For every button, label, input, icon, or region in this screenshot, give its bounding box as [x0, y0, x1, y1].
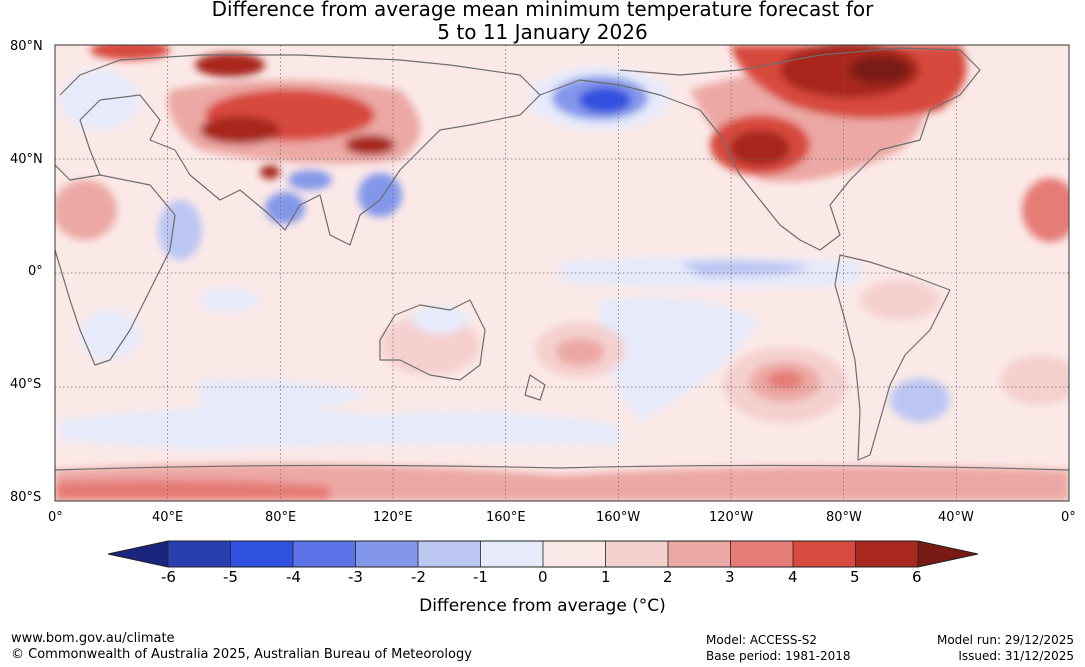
north-america-coast — [539, 47, 981, 251]
antarctica-coast — [55, 464, 1069, 471]
map-frame — [54, 44, 1070, 502]
colorbar-bin — [355, 541, 419, 567]
colorbar-bin — [418, 541, 481, 567]
lat-label-40s: 40°S — [10, 377, 42, 392]
anomaly-pacific-cool — [600, 297, 760, 420]
lon-label-0-right: 0° — [1061, 510, 1076, 525]
lon-label-160e: 160°E — [486, 510, 526, 525]
lat-label-equator: 0° — [28, 264, 43, 279]
lon-label-80e: 80°E — [265, 510, 297, 525]
colorbar-title: Difference from average (°C) — [419, 596, 666, 616]
anomaly-southern-cool — [60, 408, 620, 450]
colorbar-bin — [168, 541, 231, 567]
lon-label-160w: 160°W — [596, 510, 641, 525]
colorbar-bin — [730, 541, 794, 567]
colorbar-tick: -3 — [348, 568, 363, 586]
south-america-coast — [834, 254, 951, 461]
colorbar-tick: 3 — [725, 568, 735, 586]
colorbar-bin — [480, 541, 544, 567]
lat-label-40n: 40°N — [10, 152, 43, 167]
map-title-line2: 5 to 11 January 2026 — [437, 20, 648, 44]
lon-label-120e: 120°E — [373, 510, 413, 525]
footer-model: Model: ACCESS-S2 — [706, 633, 818, 647]
lon-label-120w: 120°W — [709, 510, 754, 525]
colorbar-tick: 4 — [788, 568, 798, 586]
colorbar-tick: -2 — [411, 568, 426, 586]
anomaly-field — [55, 45, 1069, 501]
colorbar-bin — [543, 541, 606, 567]
colorbar-tick: 6 — [912, 568, 922, 586]
colorbar-tick: 2 — [663, 568, 673, 586]
footer-base-period: Base period: 1981-2018 — [706, 649, 851, 663]
colorbar-bin — [855, 541, 919, 567]
anomaly-south-america-cool — [890, 378, 950, 422]
lon-label-40w: 40°W — [938, 510, 974, 525]
footer-issued: Issued: 31/12/2025 — [958, 649, 1074, 663]
lat-label-80s: 80°S — [10, 490, 42, 505]
footer-website: www.bom.gov.au/climate — [11, 631, 175, 646]
colorbar-bin — [293, 541, 356, 567]
footer-model-run: Model run: 29/12/2025 — [936, 633, 1074, 647]
anomaly-asia-cool — [288, 170, 332, 190]
graticule — [55, 45, 1069, 501]
coastlines — [55, 47, 1069, 471]
anomaly-africa-warm — [55, 180, 117, 240]
footer-copyright: © Commonwealth of Australia 2025, Austra… — [11, 647, 472, 662]
colorbar-bin — [793, 541, 856, 567]
colorbar-bin — [230, 541, 294, 567]
colorbar-tick: -6 — [161, 568, 176, 586]
colorbar-extend-min — [108, 541, 168, 567]
colorbar-tick: 1 — [601, 568, 611, 586]
colorbar-extend-max — [918, 541, 978, 567]
lon-label-0-left: 0° — [48, 510, 63, 525]
colorbar-bin — [668, 541, 731, 567]
colorbar-tick: -5 — [223, 568, 238, 586]
anomaly-atlantic-warm — [1022, 178, 1069, 242]
eurasia-coast — [59, 54, 541, 246]
colorbar-bin — [605, 541, 669, 567]
colorbar-tick: -4 — [286, 568, 301, 586]
lon-label-40e: 40°E — [152, 510, 184, 525]
colorbar-tick: 0 — [538, 568, 548, 586]
australia-coast — [379, 299, 486, 381]
map-title-line1: Difference from average mean minimum tem… — [211, 0, 874, 21]
lon-label-80w: 80°W — [826, 510, 862, 525]
anomaly-equatorial-cool-core — [680, 260, 810, 277]
anomaly-antarctic-warm — [55, 479, 330, 501]
colorbar-tick: 5 — [850, 568, 860, 586]
new-zealand-coast — [524, 374, 546, 401]
colorbar-tick: -1 — [473, 568, 488, 586]
colorbar — [107, 540, 979, 568]
lat-label-80n: 80°N — [10, 39, 43, 54]
